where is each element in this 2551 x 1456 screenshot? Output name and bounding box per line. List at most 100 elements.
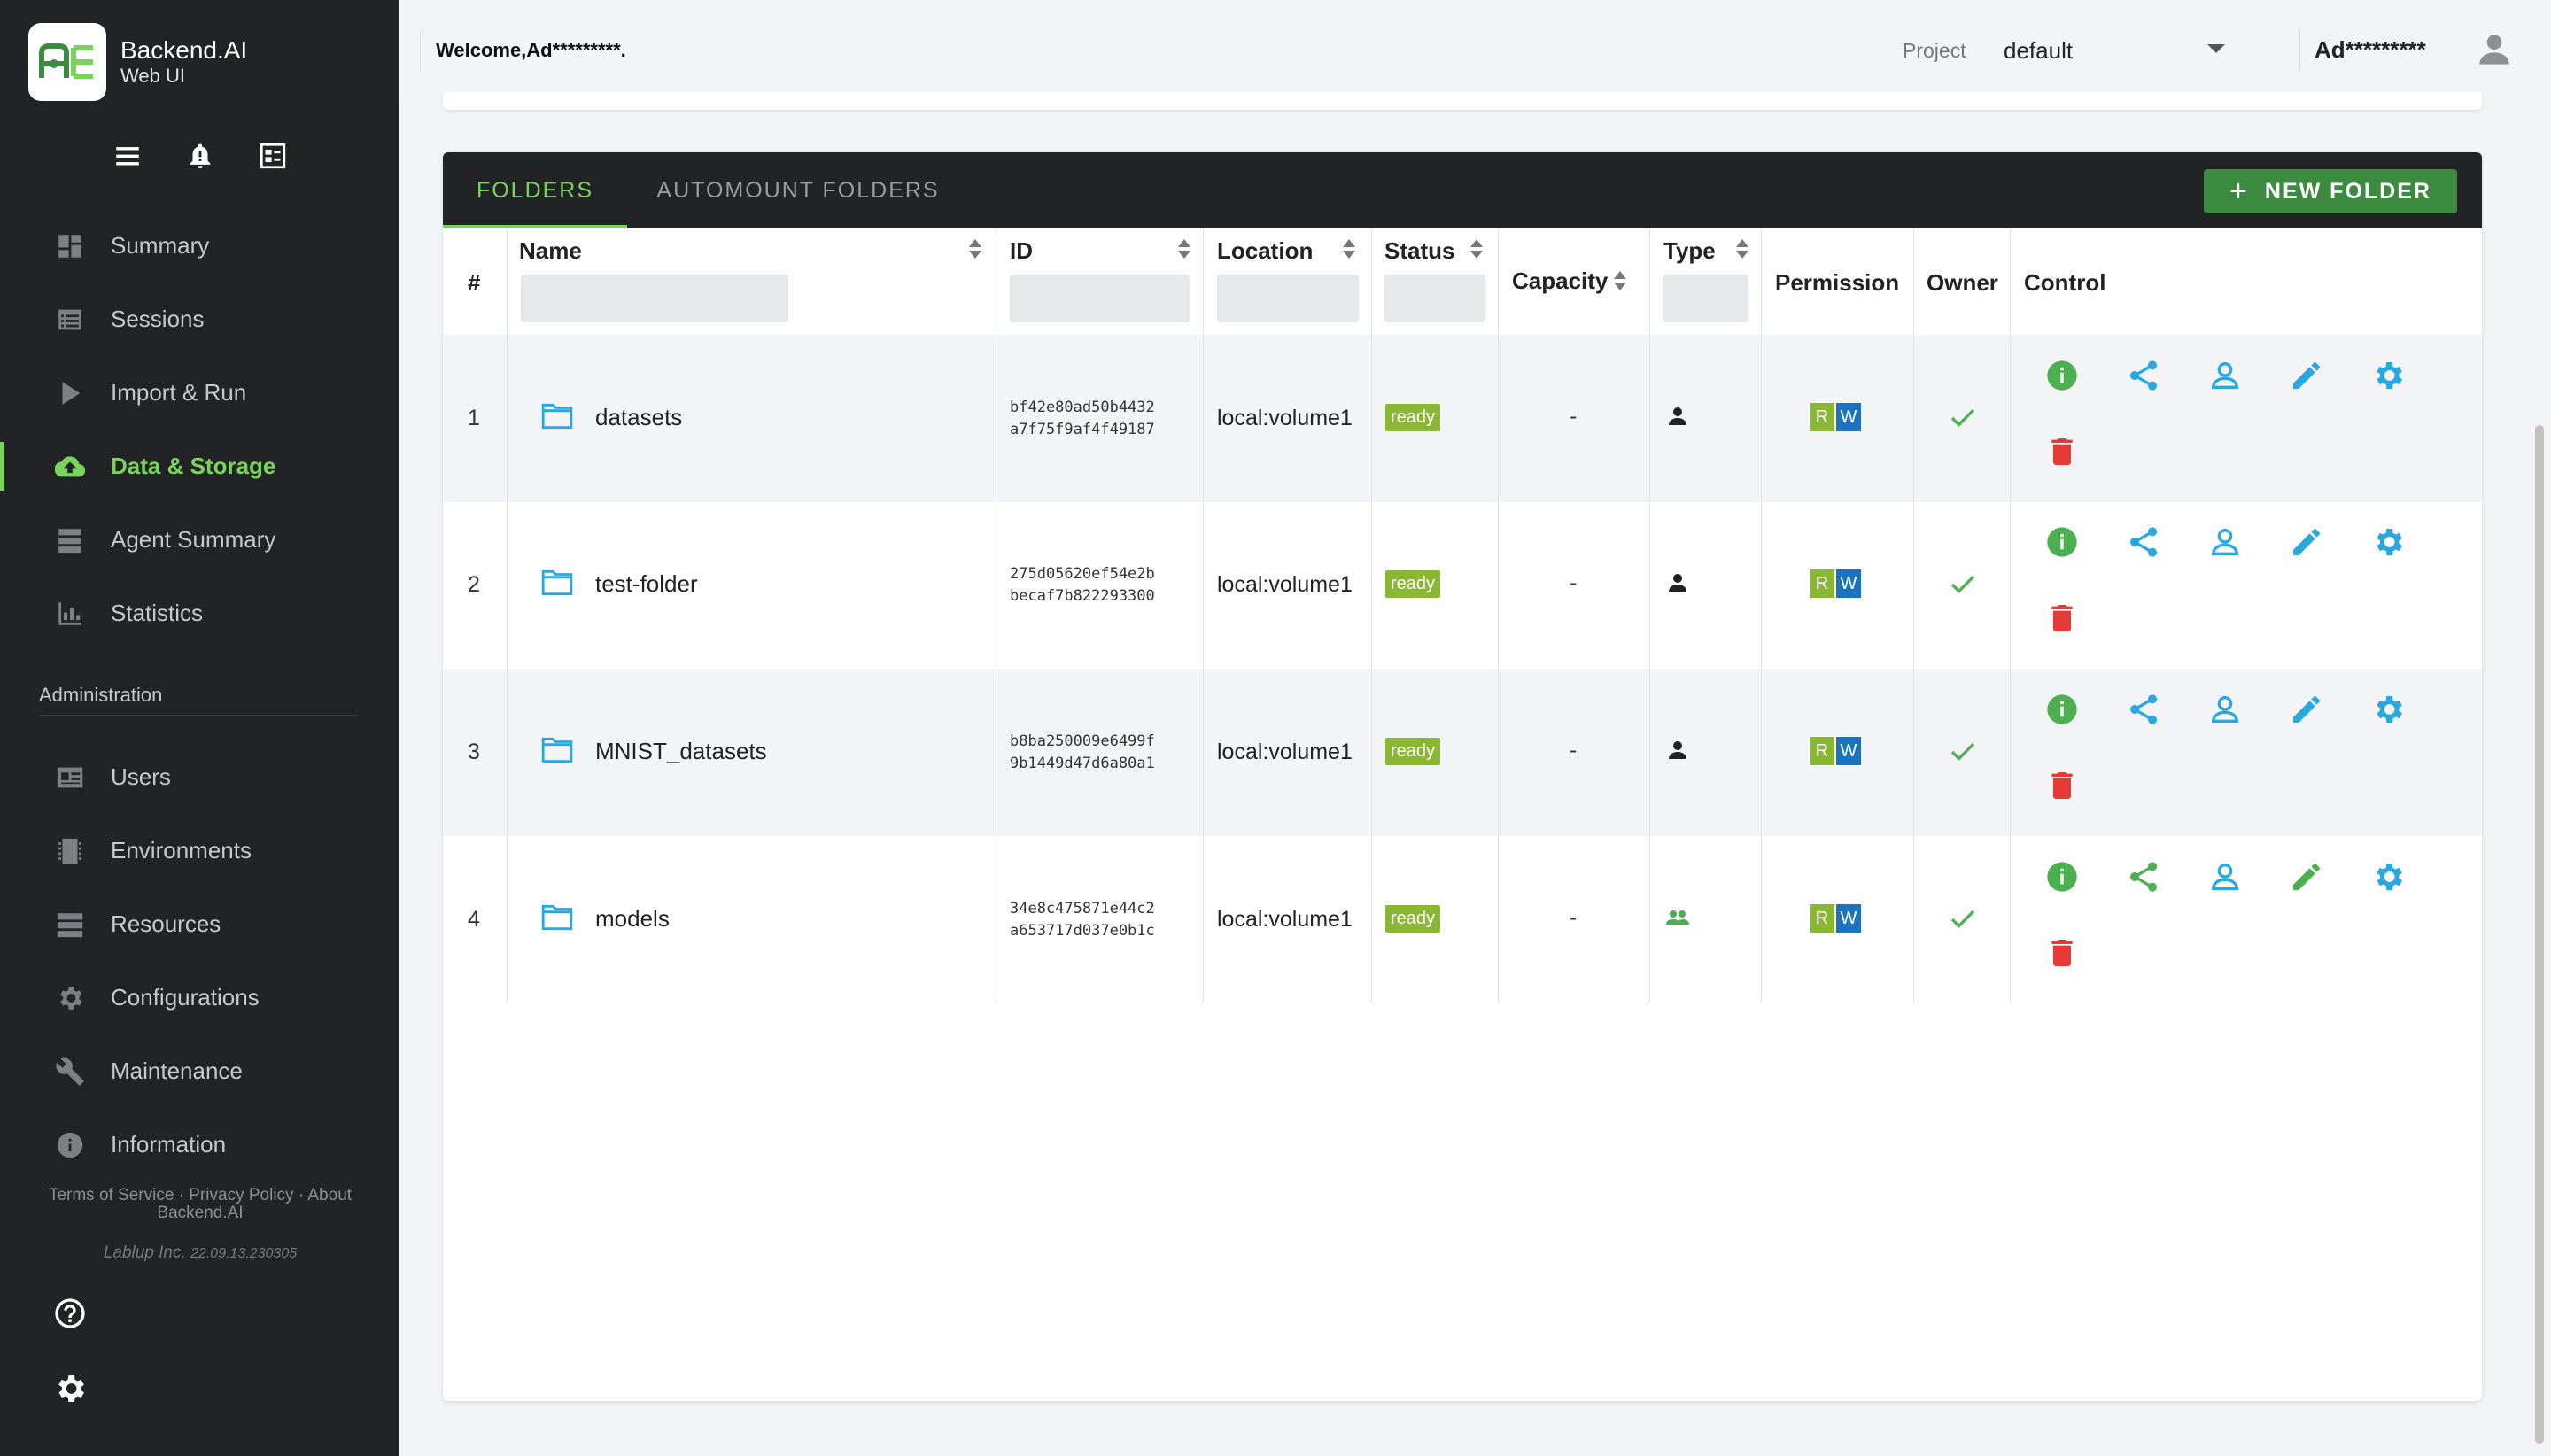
status-badge: ready xyxy=(1385,905,1441,933)
divider xyxy=(420,30,421,71)
settings-icon[interactable] xyxy=(2369,690,2408,729)
share-icon[interactable] xyxy=(2124,356,2163,395)
menu-icon[interactable] xyxy=(112,140,143,172)
info-icon[interactable] xyxy=(2043,690,2082,729)
project-select[interactable]: default xyxy=(2004,32,2236,67)
brand[interactable]: Backend.AI Web UI xyxy=(28,23,247,101)
dashboard-icon xyxy=(58,234,81,258)
sidebar-item-users[interactable]: Users xyxy=(0,740,399,814)
sidebar-item-information[interactable]: Information xyxy=(0,1108,399,1181)
owner-check-icon xyxy=(1947,402,1979,438)
settings-icon[interactable] xyxy=(2369,356,2408,395)
info-icon[interactable] xyxy=(2043,857,2082,896)
person-icon[interactable] xyxy=(2206,356,2245,395)
settings-icon[interactable] xyxy=(2369,523,2408,561)
edit-pencil-icon[interactable] xyxy=(2287,356,2326,395)
id-filter-input[interactable] xyxy=(1010,275,1190,322)
previous-card-edge xyxy=(443,92,2482,110)
person-icon[interactable] xyxy=(2206,523,2245,561)
tab-automount-folders[interactable]: AUTOMOUNT FOLDERS xyxy=(656,177,940,203)
person-icon[interactable] xyxy=(2206,690,2245,729)
sort-icon[interactable] xyxy=(1614,271,1626,292)
person-icon[interactable] xyxy=(2206,857,2245,896)
folder-name[interactable]: models xyxy=(595,905,670,932)
sidebar-item-maintenance[interactable]: Maintenance xyxy=(0,1034,399,1108)
folder-icon xyxy=(540,402,574,435)
edit-pencil-icon[interactable] xyxy=(2287,690,2326,729)
info-icon[interactable] xyxy=(2043,523,2082,561)
folder-location: local:volume1 xyxy=(1217,907,1353,932)
user-type-icon xyxy=(1667,572,1688,598)
column-header-type: Type xyxy=(1663,237,1716,264)
row-number: 1 xyxy=(468,406,480,430)
type-filter-input[interactable] xyxy=(1663,275,1748,322)
sort-icon[interactable] xyxy=(1470,239,1483,260)
scrollbar-thumb[interactable] xyxy=(2535,425,2544,1444)
new-folder-button[interactable]: + NEW FOLDER xyxy=(2204,169,2457,213)
edit-pencil-icon[interactable] xyxy=(2287,523,2326,561)
sidebar-item-configurations[interactable]: Configurations xyxy=(0,961,399,1034)
tab-bar: FOLDERS AUTOMOUNT FOLDERS + NEW FOLDER xyxy=(443,152,2482,228)
owner-check-icon xyxy=(1947,569,1979,605)
folder-location: local:volume1 xyxy=(1217,572,1353,597)
delete-trash-icon[interactable] xyxy=(2043,432,2082,471)
share-icon[interactable] xyxy=(2124,523,2163,561)
account-icon[interactable] xyxy=(2477,32,2512,67)
name-filter-input[interactable] xyxy=(521,275,788,322)
sidebar-item-summary[interactable]: Summary xyxy=(0,209,399,283)
column-divider xyxy=(1761,228,1762,1003)
edit-pencil-icon[interactable] xyxy=(2287,857,2326,896)
sidebar-item-statistics[interactable]: Statistics xyxy=(0,577,399,650)
sidebar-item-label: Import & Run xyxy=(111,379,247,406)
folder-location: local:volume1 xyxy=(1217,740,1353,764)
sort-icon[interactable] xyxy=(1343,239,1355,260)
chevron-down-icon xyxy=(2207,44,2225,53)
help-icon[interactable] xyxy=(52,1296,88,1331)
notification-bell-icon[interactable] xyxy=(184,140,216,172)
info-icon[interactable] xyxy=(2043,356,2082,395)
user-name[interactable]: Ad********* xyxy=(2315,36,2426,63)
footer-links[interactable]: Terms of Service · Privacy Policy · Abou… xyxy=(48,1186,353,1222)
status-filter-input[interactable] xyxy=(1384,275,1485,322)
settings-icon[interactable] xyxy=(2369,857,2408,896)
sort-icon[interactable] xyxy=(969,239,981,260)
folder-location: local:volume1 xyxy=(1217,406,1353,430)
folder-name[interactable]: MNIST_datasets xyxy=(595,738,767,764)
share-icon[interactable] xyxy=(2124,690,2163,729)
divider xyxy=(39,715,358,716)
sort-icon[interactable] xyxy=(1736,239,1748,260)
settings-gear-icon[interactable] xyxy=(52,1371,88,1406)
location-filter-input[interactable] xyxy=(1217,275,1359,322)
sidebar: Backend.AI Web UI Summary Sessions Impor… xyxy=(0,0,399,1456)
sidebar-item-data-storage[interactable]: Data & Storage xyxy=(0,430,399,503)
status-badge: ready xyxy=(1385,738,1441,765)
folder-name[interactable]: datasets xyxy=(595,404,683,430)
folder-id: bf42e80ad50b4432 a7f75f9af4f49187 xyxy=(1010,399,1155,438)
backend-ai-logo xyxy=(28,23,106,101)
folder-icon xyxy=(540,903,574,936)
task-list-icon[interactable] xyxy=(257,140,289,172)
sidebar-item-resources[interactable]: Resources xyxy=(0,887,399,961)
welcome-message: Welcome,Ad*********. xyxy=(436,39,626,61)
delete-trash-icon[interactable] xyxy=(2043,766,2082,805)
sort-icon[interactable] xyxy=(1178,239,1190,260)
column-divider xyxy=(507,228,508,1003)
sidebar-item-environments[interactable]: Environments xyxy=(0,814,399,887)
sidebar-item-agent-summary[interactable]: Agent Summary xyxy=(0,503,399,577)
delete-trash-icon[interactable] xyxy=(2043,599,2082,638)
sidebar-item-sessions[interactable]: Sessions xyxy=(0,283,399,356)
delete-trash-icon[interactable] xyxy=(2043,933,2082,972)
sidebar-item-import-run[interactable]: Import & Run xyxy=(0,356,399,430)
folder-name[interactable]: test-folder xyxy=(595,570,698,597)
share-icon[interactable] xyxy=(2124,857,2163,896)
admin-nav: Users Environments Resources Configurati… xyxy=(0,740,399,1181)
table-row: 1 datasets bf42e80ad50b4432 a7f75f9af4f49… xyxy=(443,335,2482,502)
column-header-control: Control xyxy=(2024,269,2106,296)
column-divider xyxy=(1649,228,1650,1003)
administration-heading: Administration xyxy=(39,684,163,706)
tab-folders[interactable]: FOLDERS xyxy=(443,152,627,228)
folder-id: b8ba250009e6499f 9b1449d47d6a80a1 xyxy=(1010,732,1155,772)
group-type-icon xyxy=(1665,907,1690,933)
version-number: 22.09.13.230305 xyxy=(190,1246,298,1261)
